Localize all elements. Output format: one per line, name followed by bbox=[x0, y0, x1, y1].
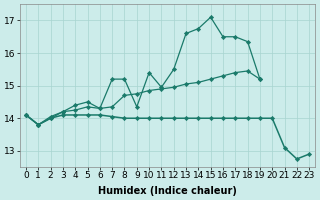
X-axis label: Humidex (Indice chaleur): Humidex (Indice chaleur) bbox=[98, 186, 237, 196]
